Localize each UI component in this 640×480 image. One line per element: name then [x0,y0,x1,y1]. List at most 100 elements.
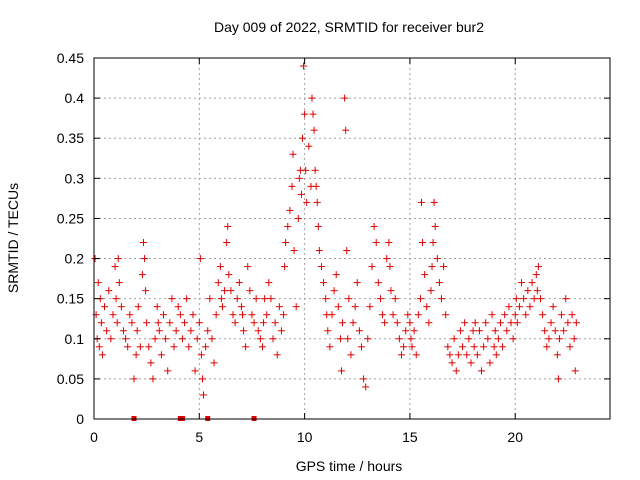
data-point [336,335,344,343]
data-point [343,247,351,255]
data-point [277,327,285,335]
data-point [467,359,475,367]
data-point [324,327,332,335]
data-point [549,303,557,311]
x-tick-label: 5 [195,429,203,445]
data-point [505,303,513,311]
data-point [470,343,478,351]
data-point [258,343,266,351]
data-point [263,311,271,319]
data-point [162,335,170,343]
data-point [280,311,288,319]
data-point [315,247,323,255]
data-point [322,295,330,303]
data-point [168,295,176,303]
y-tick-label: 0 [76,411,84,427]
data-point [494,335,502,343]
data-point [238,311,246,319]
data-point [198,375,206,383]
data-point [288,182,296,190]
data-point [553,351,561,359]
data-point [170,343,178,351]
data-point [555,335,563,343]
data-point [429,239,437,247]
data-point [486,359,494,367]
data-point [132,351,140,359]
data-point [310,126,318,134]
data-point [408,343,416,351]
data-point [138,271,146,279]
data-point [311,166,319,174]
data-point [254,327,262,335]
data-point [242,343,250,351]
data-point [364,335,372,343]
data-point [473,351,481,359]
data-point [571,367,579,375]
data-point [534,263,542,271]
data-point [328,311,336,319]
data-point [301,110,309,118]
data-point [114,255,122,263]
data-point [224,222,232,230]
data-point [204,327,212,335]
data-point [227,287,235,295]
data-point [522,311,530,319]
data-point [145,343,153,351]
data-point [478,367,486,375]
data-point [418,198,426,206]
data-point [558,311,566,319]
data-point [446,351,454,359]
data-point [554,375,562,383]
data-point [492,351,500,359]
data-point [440,263,448,271]
data-point [430,198,438,206]
data-point [237,303,245,311]
data-point [111,263,119,271]
data-point [475,327,483,335]
data-point [536,295,544,303]
data-point [308,94,316,102]
data-point [147,359,155,367]
data-point [381,319,389,327]
data-point [103,327,111,335]
data-point [141,255,149,263]
data-point [282,239,290,247]
data-point [341,94,349,102]
data-point [107,335,115,343]
data-point [334,303,342,311]
data-point [393,319,401,327]
data-point [342,126,350,134]
data-point [223,239,231,247]
data-point [428,263,436,271]
data-point [425,319,433,327]
data-point [178,335,186,343]
data-point [397,351,405,359]
data-point [454,351,462,359]
data-point [302,166,310,174]
data-point [332,271,340,279]
data-point [349,319,357,327]
data-point [484,335,492,343]
y-tick-label: 0.35 [57,130,84,146]
y-tick-label: 0.3 [65,170,85,186]
data-point [271,319,279,327]
y-axis-label: SRMTID / TECUs [5,183,21,293]
data-point [423,303,431,311]
data-point [482,319,490,327]
data-point [507,319,515,327]
data-point [235,279,243,287]
y-tick-label: 0.4 [65,90,85,106]
data-point [414,311,422,319]
x-tick-label: 20 [507,429,523,445]
data-point [124,343,132,351]
y-tick-label: 0.25 [57,210,84,226]
data-point [533,287,541,295]
data-point [113,319,121,327]
data-point [217,295,225,303]
data-point [368,263,376,271]
plot-frame [93,57,611,420]
data-point [541,327,549,335]
data-point [383,255,391,263]
data-point [421,271,429,279]
data-point [568,311,576,319]
